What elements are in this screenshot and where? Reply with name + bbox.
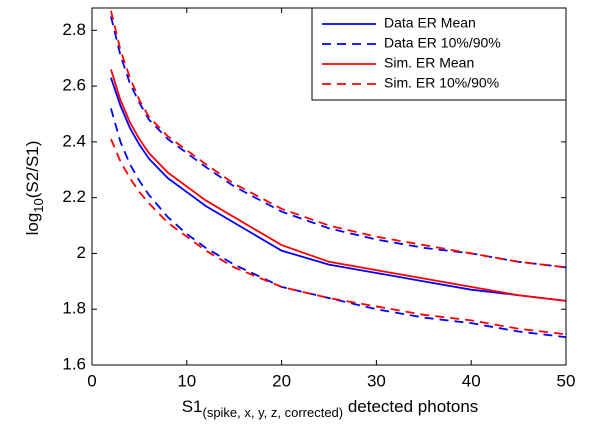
legend: Data ER Mean Data ER 10%/90% Sim. ER Mean S… bbox=[311, 7, 567, 101]
legend-label: Sim. ER 10%/90% bbox=[384, 75, 499, 91]
series-line bbox=[110, 108, 567, 339]
series-line bbox=[110, 69, 567, 302]
series-line bbox=[110, 77, 567, 302]
x-label-rest: detected photons bbox=[343, 397, 478, 416]
x-tick-label: 40 bbox=[462, 371, 481, 390]
legend-label: Data ER 10%/90% bbox=[384, 35, 501, 51]
x-tick-label: 30 bbox=[367, 371, 386, 390]
legend-label: Sim. ER Mean bbox=[384, 55, 474, 71]
y-axis-label: log10(S2/S1) bbox=[23, 141, 46, 236]
y-tick-label: 2.6 bbox=[62, 76, 86, 95]
y-tick-label: 1.6 bbox=[62, 354, 86, 373]
x-tick-label: 0 bbox=[87, 371, 96, 390]
series-line bbox=[110, 138, 567, 336]
y-label-rest: (S2/S1) bbox=[23, 141, 42, 199]
y-tick-label: 2.4 bbox=[62, 131, 86, 150]
x-label-main: S1 bbox=[182, 397, 203, 416]
y-tick-label: 2 bbox=[77, 243, 86, 262]
y-label-main: log bbox=[23, 213, 42, 236]
series-line bbox=[110, 16, 567, 269]
y-label-sub: 10 bbox=[31, 198, 46, 212]
x-tick-label: 10 bbox=[177, 371, 196, 390]
series-line bbox=[110, 10, 567, 269]
x-label-sub: (spike, x, y, z, corrected) bbox=[202, 405, 343, 420]
x-tick-label: 50 bbox=[557, 371, 576, 390]
legend-label: Data ER Mean bbox=[384, 15, 476, 31]
y-tick-label: 2.2 bbox=[62, 187, 86, 206]
y-tick-label: 1.8 bbox=[62, 299, 86, 318]
x-tick-label: 20 bbox=[272, 371, 291, 390]
y-tick-label: 2.8 bbox=[62, 20, 86, 39]
x-axis-label: S1(spike, x, y, z, corrected) detected p… bbox=[182, 397, 479, 420]
